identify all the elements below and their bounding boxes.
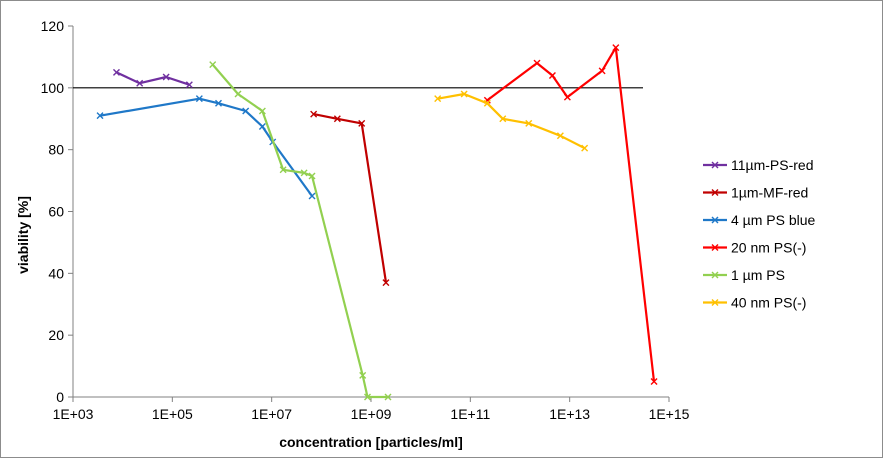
data-point <box>499 115 507 123</box>
series-4 <box>483 44 658 386</box>
data-point <box>96 112 104 120</box>
data-point <box>209 61 217 69</box>
data-point <box>242 107 250 115</box>
legend-marker <box>711 244 719 251</box>
y-tick-label: 60 <box>48 204 64 220</box>
y-axis-title: viability [%] <box>15 196 31 274</box>
x-axis-title: concentration [particles/ml] <box>279 434 463 450</box>
data-point <box>650 378 658 386</box>
legend-marker <box>711 161 719 169</box>
data-point <box>234 90 242 98</box>
series-line <box>313 113 388 283</box>
legend-label: 1µm-MF-red <box>731 185 808 201</box>
data-point <box>612 44 620 52</box>
data-point <box>185 81 193 89</box>
data-point <box>214 99 222 107</box>
legend-label: 4 µm PS blue <box>731 212 816 228</box>
series-line <box>116 71 190 86</box>
x-tick-label: 1E+15 <box>649 406 690 422</box>
series-2 <box>310 110 390 287</box>
legend-label: 20 nm PS(-) <box>731 240 806 256</box>
data-point <box>483 99 491 107</box>
data-point <box>359 371 367 379</box>
data-point <box>300 169 308 177</box>
legend-item: 40 nm PS(-) <box>703 295 806 311</box>
data-point <box>279 166 287 174</box>
data-point <box>382 279 390 287</box>
legend-marker <box>711 271 719 279</box>
legend-label: 40 nm PS(-) <box>731 295 806 311</box>
series-3 <box>96 95 316 200</box>
x-tick-label: 1E+09 <box>351 406 392 422</box>
data-point <box>556 132 564 140</box>
legend-item: 11µm-PS-red <box>703 157 814 173</box>
y-tick-label: 80 <box>48 142 64 158</box>
x-tick-label: 1E+13 <box>549 406 590 422</box>
legend-item: 1 µm PS <box>703 267 785 283</box>
x-tick-label: 1E+07 <box>251 406 292 422</box>
x-tick-label: 1E+05 <box>152 406 193 422</box>
legend-marker <box>711 299 719 306</box>
data-point <box>333 115 341 123</box>
y-tick-label: 40 <box>48 265 64 281</box>
y-tick-label: 0 <box>56 389 64 405</box>
x-tick-label: 1E+03 <box>53 406 94 422</box>
x-tick-label: 1E+11 <box>450 406 490 422</box>
data-point <box>598 67 606 75</box>
data-point <box>310 110 318 118</box>
legend-item: 1µm-MF-red <box>703 185 808 201</box>
y-tick-label: 100 <box>41 80 65 96</box>
legend-item: 4 µm PS blue <box>703 212 816 228</box>
legend-item: 20 nm PS(-) <box>703 240 806 256</box>
data-point <box>581 144 589 152</box>
series-1 <box>112 68 193 89</box>
series-line <box>437 92 586 150</box>
data-point <box>548 71 556 79</box>
series-6 <box>434 90 589 152</box>
data-point <box>533 59 541 67</box>
data-point <box>363 393 371 401</box>
data-point <box>308 192 316 200</box>
data-point <box>195 95 203 103</box>
legend-label: 1 µm PS <box>731 267 785 283</box>
y-tick-label: 20 <box>48 327 64 343</box>
data-point <box>258 107 266 115</box>
data-point <box>308 172 316 180</box>
data-point <box>525 119 533 127</box>
data-point <box>358 119 366 127</box>
series-5 <box>209 61 392 401</box>
data-point <box>136 79 144 87</box>
legend-marker <box>711 189 719 196</box>
series-line <box>99 97 313 197</box>
legend-label: 11µm-PS-red <box>731 157 814 173</box>
series-line <box>486 46 656 382</box>
series-line <box>211 63 388 399</box>
legend-marker <box>711 216 719 224</box>
data-point <box>384 393 392 401</box>
data-point <box>112 68 120 76</box>
data-point <box>258 122 266 130</box>
data-point <box>434 95 442 103</box>
y-tick-label: 120 <box>41 18 65 34</box>
data-point <box>563 93 571 101</box>
data-point <box>162 73 170 81</box>
data-point <box>460 90 468 98</box>
